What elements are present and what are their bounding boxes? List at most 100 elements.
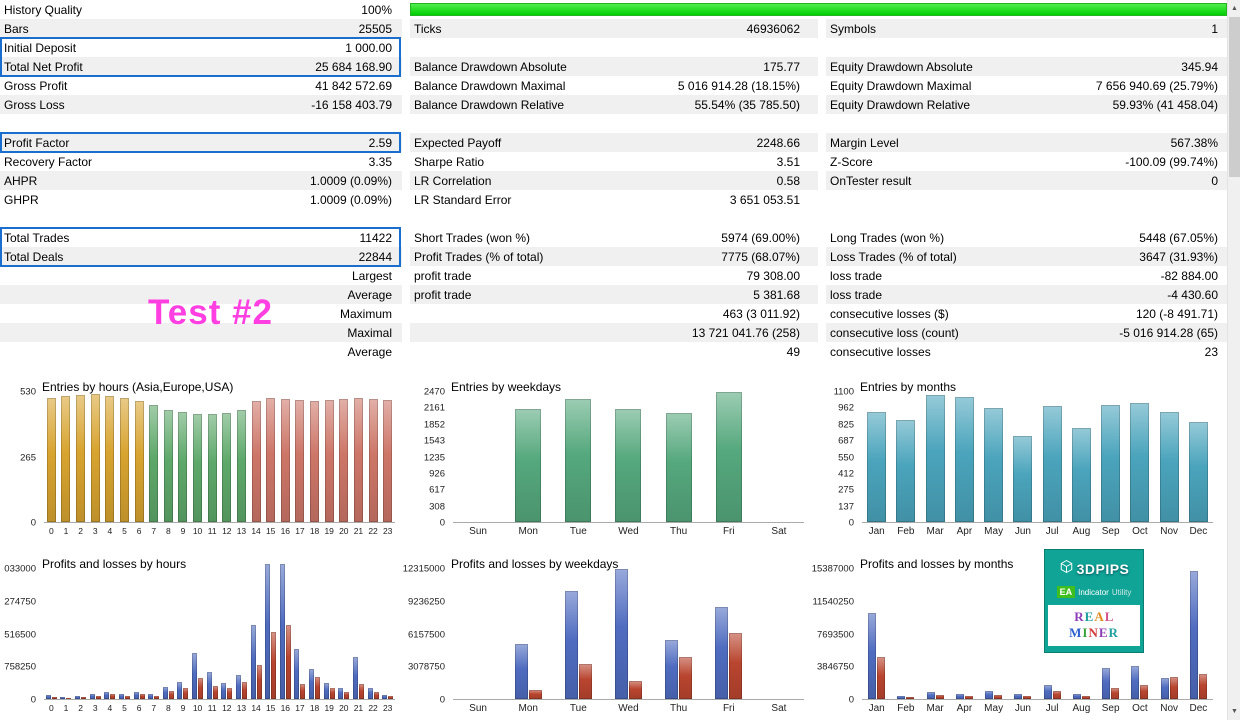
bar-slot: [1038, 392, 1067, 522]
x-tick-label: 15: [265, 526, 276, 536]
scroll-up-button[interactable]: ▲: [1228, 0, 1240, 17]
stats-table: History Quality 100% Bars 25505 Ticks 4693606…: [0, 0, 1227, 361]
stats-cell: Expected Payoff 2248.66: [410, 133, 818, 152]
stats-cell: Equity Drawdown Absolute 345.94: [826, 57, 1227, 76]
entries-bar: [149, 404, 159, 522]
vertical-scrollbar[interactable]: ▲ ▼: [1227, 0, 1240, 720]
logo-letter: N: [1088, 625, 1099, 640]
stat-label: consecutive loss (count): [830, 325, 959, 340]
stat-label: LR Correlation: [414, 173, 492, 188]
scroll-down-button[interactable]: ▼: [1228, 703, 1240, 720]
stat-label: Equity Drawdown Absolute: [830, 59, 973, 74]
logo-tagline-utility: Utility: [1111, 587, 1132, 597]
bar-slot: [603, 392, 653, 522]
stats-row: Total Net Profit 25 684 168.90 Balance Dra…: [0, 57, 1227, 76]
stat-value: 5448 (67.05%): [1139, 230, 1218, 245]
x-tick-label: 14: [251, 526, 261, 536]
profit-bar: [294, 649, 300, 699]
loss-bar: [154, 696, 160, 699]
stat-label: Symbols: [830, 21, 877, 36]
y-tick-label: 2470: [423, 386, 445, 398]
bar-slot: [59, 392, 74, 522]
chart-x-axis: Jan Feb Mar Apr May Jun Jul Aug Sep Oct Nov Dec: [862, 703, 1213, 717]
x-tick-label: 21: [353, 703, 364, 713]
chart-x-axis: Sun Mon Tue Wed Thu Fri Sat: [453, 526, 804, 540]
entries-bar: [615, 409, 642, 522]
stat-label: Balance Drawdown Maximal: [414, 78, 566, 93]
loss-bar: [358, 684, 364, 699]
stat-label: Equity Drawdown Relative: [830, 97, 971, 112]
stat-value: 0.58: [776, 173, 800, 188]
bar-slot: [88, 392, 103, 522]
stat-label: AHPR: [4, 173, 38, 188]
x-tick-label: Sun: [469, 703, 487, 714]
x-tick-label: Thu: [670, 526, 688, 537]
stat-value: 46936062: [746, 21, 800, 36]
loss-bar: [300, 684, 306, 699]
entries-bar: [207, 414, 217, 522]
loss-bar: [1052, 690, 1061, 699]
stats-cell: consecutive loss (count) -5 016 914.28 (6…: [826, 323, 1227, 342]
bar-slot: [553, 392, 603, 522]
entries-bar: [105, 396, 115, 522]
x-tick-label: 11: [207, 703, 217, 713]
loss-bar: [66, 697, 72, 699]
profit-bar: [309, 669, 315, 699]
stat-value: 1.0009 (0.09%): [309, 173, 392, 188]
stat-label: LR Standard Error: [414, 192, 512, 207]
stats-cell: LR Standard Error 3 651 053.51: [410, 190, 818, 209]
bar-slot: [146, 392, 161, 522]
stats-row: GHPR 1.0009 (0.09%) LR Standard Error 3 651…: [0, 190, 1227, 209]
x-tick-label: Mar: [926, 526, 944, 537]
x-tick-label: Aug: [1072, 703, 1091, 714]
profit-bar: [715, 607, 729, 699]
x-tick-label: 7: [151, 526, 157, 536]
stats-cell: loss trade -82 884.00: [826, 266, 1227, 285]
entries-bar: [266, 397, 276, 522]
bar-slot: [293, 392, 308, 522]
stat-value: 13 721 041.76 (258): [691, 325, 800, 340]
x-tick-label: 20: [339, 703, 349, 713]
x-tick-label: Sun: [469, 526, 487, 537]
chart-panel-4: Profits and losses by hours 0 758250 516500…: [0, 543, 409, 720]
loss-bar: [344, 691, 350, 699]
y-tick-label: 926: [429, 468, 445, 480]
logo-header: 3DPIPS: [1059, 559, 1130, 579]
bar-slot: [1184, 392, 1213, 522]
stat-label: Equity Drawdown Maximal: [830, 78, 972, 93]
x-tick-label: Jul: [1045, 703, 1059, 714]
entries-bar: [925, 394, 945, 522]
stats-cell: Average: [0, 342, 402, 361]
stat-label: profit trade: [414, 268, 472, 283]
loss-bar: [183, 687, 189, 699]
entries-bar: [665, 413, 692, 522]
chart-plot: [862, 392, 1213, 523]
entries-bar: [565, 398, 592, 522]
stat-value: Maximal: [347, 325, 392, 340]
bar-slot: [234, 569, 249, 699]
profit-bar: [564, 591, 578, 699]
stat-label: profit trade: [414, 287, 472, 302]
stats-cell: Balance Drawdown Absolute 175.77: [410, 57, 818, 76]
x-tick-label: Sat: [771, 526, 787, 537]
stats-cell: Largest: [0, 266, 402, 285]
x-tick-label: 20: [339, 526, 349, 536]
x-tick-label: 17: [295, 703, 305, 713]
chart-title: Entries by hours (Asia,Europe,USA): [42, 380, 234, 394]
profit-bar: [279, 564, 285, 699]
x-tick-label: 2: [78, 526, 83, 536]
loss-bar: [1023, 696, 1032, 699]
x-tick-label: Nov: [1160, 526, 1179, 537]
stat-label: Margin Level: [830, 135, 899, 150]
y-tick-label: 3078750: [408, 661, 445, 673]
entries-bar: [1188, 421, 1208, 522]
loss-bar: [271, 631, 277, 699]
bar-slot: [234, 392, 249, 522]
profit-bar: [133, 691, 139, 699]
y-tick-label: 033000: [4, 563, 36, 575]
bar-slot: [44, 392, 59, 522]
stats-cell: Equity Drawdown Maximal 7 656 940.69 (25.…: [826, 76, 1227, 95]
scrollbar-thumb[interactable]: [1229, 17, 1240, 177]
stat-value: 22844: [358, 249, 392, 264]
chart-title: Profits and losses by months: [860, 557, 1014, 571]
